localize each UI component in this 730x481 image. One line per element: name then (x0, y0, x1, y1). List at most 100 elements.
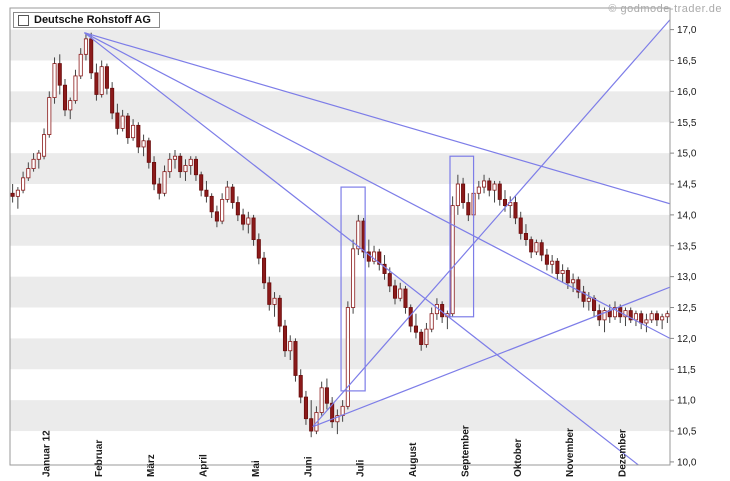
grid-bands (10, 29, 670, 432)
candle (602, 307, 607, 333)
candle (89, 32, 94, 80)
candle (220, 193, 225, 225)
candle (57, 54, 62, 95)
candle (644, 313, 649, 333)
candle (492, 180, 497, 203)
trendline[interactable] (312, 19, 670, 428)
candle (450, 196, 455, 317)
candle (225, 180, 230, 203)
candle (612, 301, 618, 320)
candle (628, 307, 633, 323)
y-axis-label: 15,0 (677, 149, 697, 160)
candle (277, 295, 282, 333)
candle (372, 245, 377, 265)
candle (141, 134, 146, 157)
candle (550, 255, 555, 274)
x-axis-label: Mai (251, 460, 262, 477)
y-axis-label: 11,5 (677, 365, 696, 376)
candle (497, 180, 502, 206)
candle (455, 174, 460, 215)
candle (136, 122, 141, 154)
candle (576, 276, 581, 299)
candle (26, 162, 31, 181)
candle (351, 239, 356, 314)
candle (581, 285, 586, 308)
candle (560, 264, 565, 283)
candle (523, 224, 528, 246)
candle (15, 187, 20, 209)
x-axis-label: November (565, 428, 576, 477)
candle (256, 233, 261, 265)
candle (660, 313, 665, 330)
candle (529, 236, 534, 259)
candle (476, 180, 481, 200)
candle (241, 208, 246, 231)
candle (251, 214, 256, 246)
candle (571, 273, 576, 293)
candle (461, 177, 466, 209)
candle (47, 91, 52, 138)
plot-frame (9, 7, 671, 466)
trendline[interactable] (84, 32, 670, 339)
candle (356, 214, 361, 256)
trendlines-layer (84, 19, 670, 481)
candle (424, 322, 429, 348)
y-axis-label: 12,0 (677, 334, 697, 345)
candle (131, 119, 136, 141)
series-label: Deutsche Rohstoff AG (34, 14, 151, 26)
candle (62, 79, 68, 117)
candle (303, 390, 308, 425)
candle (335, 409, 340, 435)
candle (282, 319, 288, 357)
x-axis-label: September (460, 425, 471, 477)
candle (52, 57, 57, 104)
x-axis-label: Januar 12 (41, 430, 52, 477)
candle (246, 211, 251, 234)
candle (235, 196, 240, 222)
candle (94, 63, 99, 101)
trendline[interactable] (84, 32, 670, 481)
candle (544, 248, 549, 271)
candle (665, 310, 670, 323)
x-axis-label: Juli (356, 460, 367, 477)
series-checkbox[interactable] (18, 14, 29, 26)
x-axis-label: Februar (94, 440, 105, 477)
candle (429, 307, 434, 333)
candle (330, 397, 335, 428)
candle (377, 248, 382, 271)
candle (633, 310, 638, 327)
candle (99, 60, 104, 98)
candle (403, 285, 408, 314)
candle (68, 97, 73, 120)
candle (42, 128, 47, 160)
candle (539, 239, 544, 262)
candle (555, 258, 560, 280)
candle (309, 400, 314, 438)
candle (110, 82, 115, 120)
trendline[interactable] (84, 32, 670, 205)
candle (272, 292, 277, 317)
candles-layer (10, 32, 670, 438)
x-axis-label: August (408, 442, 419, 477)
candle (392, 279, 398, 305)
candle (78, 48, 83, 80)
y-axis-label: 12,5 (677, 303, 697, 314)
candle (466, 193, 471, 222)
x-axis-label: März (146, 454, 157, 477)
candle (193, 156, 198, 181)
x-axis-label: April (199, 454, 210, 477)
candle (298, 369, 303, 404)
candle (586, 292, 591, 311)
candle (534, 239, 539, 256)
candle (157, 177, 162, 200)
candle (178, 153, 183, 178)
highlight-box[interactable] (340, 186, 366, 392)
x-axis-label: Juni (303, 456, 314, 477)
candle (649, 310, 654, 323)
trendline[interactable] (312, 286, 670, 428)
candle (513, 196, 518, 225)
candle (398, 282, 403, 302)
x-axis-label: Dezember (618, 429, 629, 477)
